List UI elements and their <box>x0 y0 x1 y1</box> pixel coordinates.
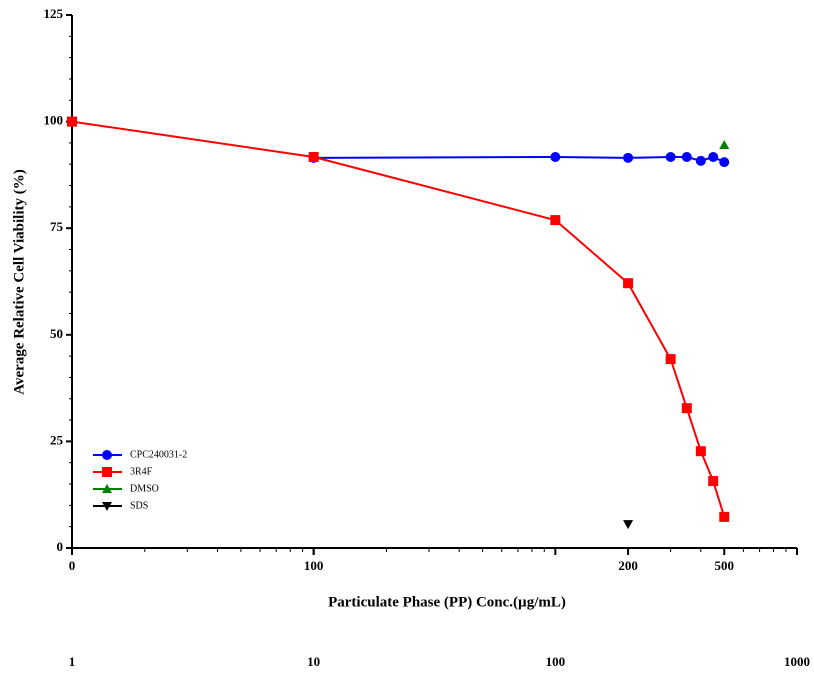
y-axis-label: Average Relative Cell Viability (%) <box>11 169 27 395</box>
y-tick-label: 25 <box>50 432 64 447</box>
secondary-x-tick-label: 10 <box>307 654 320 669</box>
data-point <box>665 354 676 365</box>
data-point <box>719 157 730 168</box>
legend-marker <box>102 502 112 511</box>
series-line <box>313 155 725 164</box>
data-point <box>681 151 692 162</box>
data-point <box>550 215 561 226</box>
y-tick-label: 100 <box>44 113 64 128</box>
y-tick-label: 50 <box>50 326 63 341</box>
data-point <box>719 511 730 522</box>
legend-marker <box>102 467 112 477</box>
data-point <box>665 151 676 162</box>
data-point <box>681 403 692 414</box>
legend-label: CPC240031-2 <box>130 449 187 460</box>
legend-label: SDS <box>130 500 148 511</box>
data-point <box>623 278 634 289</box>
x-tick-label: 0 <box>69 558 76 573</box>
secondary-x-tick-label: 1000 <box>784 654 810 669</box>
y-tick-label: 0 <box>57 539 64 554</box>
y-tick-label: 75 <box>50 219 64 234</box>
x-tick-label: 500 <box>715 558 735 573</box>
data-point <box>623 520 634 530</box>
data-point <box>623 152 634 163</box>
legend-marker <box>102 450 112 460</box>
data-point <box>708 476 719 487</box>
x-axis-label: Particulate Phase (PP) Conc.(µg/mL) <box>328 594 566 610</box>
secondary-x-tick-label: 100 <box>546 654 566 669</box>
x-tick-label: 200 <box>618 558 638 573</box>
data-point <box>695 446 706 457</box>
legend-marker <box>102 484 112 493</box>
legend-label: DMSO <box>130 483 159 494</box>
data-point <box>550 151 561 162</box>
x-tick-label: 100 <box>304 558 324 573</box>
data-point <box>719 140 730 150</box>
data-point <box>308 151 319 162</box>
legend-label: 3R4F <box>130 466 153 477</box>
y-tick-label: 125 <box>44 6 64 21</box>
data-point <box>67 116 77 127</box>
data-point <box>708 151 719 162</box>
data-point <box>695 155 706 166</box>
secondary-x-tick-label: 1 <box>69 654 76 669</box>
